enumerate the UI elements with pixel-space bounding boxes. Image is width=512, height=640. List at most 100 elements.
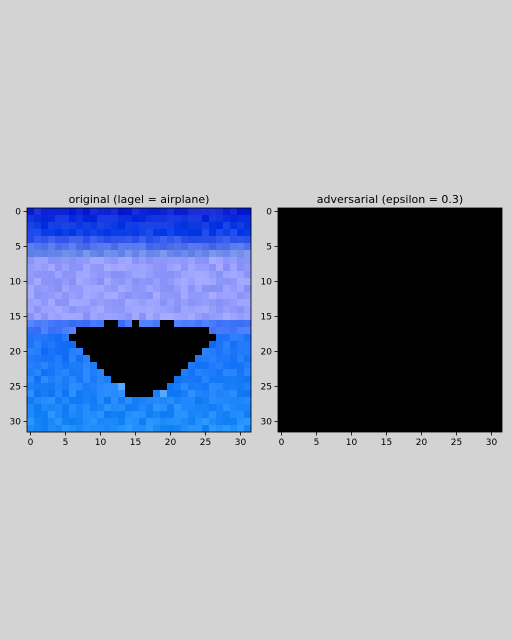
image-pixel — [167, 404, 175, 412]
image-pixel — [118, 369, 126, 377]
image-pixel — [174, 383, 182, 391]
image-pixel — [195, 264, 203, 272]
image-pixel — [146, 355, 154, 363]
image-pixel — [230, 404, 238, 412]
image-pixel — [230, 348, 238, 356]
image-pixel — [223, 376, 231, 384]
image-pixel — [90, 229, 98, 237]
image-pixel — [76, 285, 84, 293]
image-pixel — [139, 404, 147, 412]
image-pixel — [181, 425, 189, 433]
image-pixel — [174, 327, 182, 335]
image-pixel — [90, 257, 98, 265]
image-pixel — [230, 397, 238, 405]
image-pixel — [160, 425, 168, 433]
image-pixel — [195, 292, 203, 300]
image-pixel — [181, 313, 189, 321]
image-pixel — [146, 229, 154, 237]
image-pixel — [62, 369, 70, 377]
image-pixel — [230, 306, 238, 314]
image-pixel — [55, 292, 63, 300]
image-pixel — [104, 229, 112, 237]
image-pixel — [125, 215, 133, 223]
image-pixel — [223, 278, 231, 286]
image-pixel — [41, 418, 49, 426]
image-pixel — [41, 299, 49, 307]
image-pixel — [111, 355, 119, 363]
image-pixel — [237, 306, 245, 314]
image-pixel — [237, 327, 245, 335]
image-pixel — [160, 278, 168, 286]
image-pixel — [160, 222, 168, 230]
image-pixel — [237, 222, 245, 230]
image-pixel — [97, 404, 105, 412]
image-pixel — [55, 278, 63, 286]
image-pixel — [104, 292, 112, 300]
image-pixel — [167, 397, 175, 405]
image-pixel — [34, 425, 42, 433]
image-pixel — [104, 250, 112, 258]
image-pixel — [153, 418, 161, 426]
image-pixel — [83, 215, 91, 223]
image-pixel — [34, 222, 42, 230]
image-pixel — [27, 348, 35, 356]
image-pixel — [146, 348, 154, 356]
image-pixel — [195, 257, 203, 265]
image-pixel — [202, 348, 210, 356]
image-pixel — [167, 334, 175, 342]
image-pixel — [209, 215, 217, 223]
image-pixel — [230, 264, 238, 272]
image-pixel — [181, 334, 189, 342]
image-pixel — [230, 243, 238, 251]
image-pixel — [202, 362, 210, 370]
image-pixel — [90, 411, 98, 419]
image-pixel — [160, 229, 168, 237]
image-pixel — [104, 264, 112, 272]
image-pixel — [111, 236, 119, 244]
image-pixel — [55, 383, 63, 391]
image-pixel — [118, 411, 126, 419]
image-pixel — [195, 271, 203, 279]
image-pixel — [216, 404, 224, 412]
image-pixel — [83, 418, 91, 426]
image-pixel — [139, 271, 147, 279]
image-pixel — [139, 313, 147, 321]
image-pixel — [90, 285, 98, 293]
image-pixel — [167, 229, 175, 237]
image-pixel — [237, 278, 245, 286]
image-pixel — [111, 327, 119, 335]
image-pixel — [125, 390, 133, 398]
image-pixel — [216, 264, 224, 272]
image-pixel — [111, 362, 119, 370]
image-pixel — [139, 348, 147, 356]
image-pixel — [125, 292, 133, 300]
image-pixel — [230, 320, 238, 328]
image-pixel — [216, 383, 224, 391]
image-pixel — [132, 292, 140, 300]
image-pixel — [146, 257, 154, 265]
image-pixel — [237, 208, 245, 216]
image-pixel — [125, 264, 133, 272]
image-pixel — [167, 313, 175, 321]
image-pixel — [195, 425, 203, 433]
image-pixel — [209, 243, 217, 251]
image-pixel — [174, 334, 182, 342]
image-pixel — [111, 376, 119, 384]
x-tick-label: 15 — [381, 438, 392, 448]
image-pixel — [146, 271, 154, 279]
image-pixel — [125, 327, 133, 335]
image-pixel — [83, 285, 91, 293]
image-pixel — [111, 369, 119, 377]
image-pixel — [104, 411, 112, 419]
image-pixel — [153, 257, 161, 265]
image-pixel — [104, 306, 112, 314]
image-pixel — [188, 376, 196, 384]
image-pixel — [83, 222, 91, 230]
image-pixel — [132, 299, 140, 307]
image-pixel — [34, 250, 42, 258]
image-pixel — [216, 390, 224, 398]
image-pixel — [62, 257, 70, 265]
image-pixel — [188, 355, 196, 363]
image-pixel — [181, 264, 189, 272]
image-pixel — [244, 348, 252, 356]
